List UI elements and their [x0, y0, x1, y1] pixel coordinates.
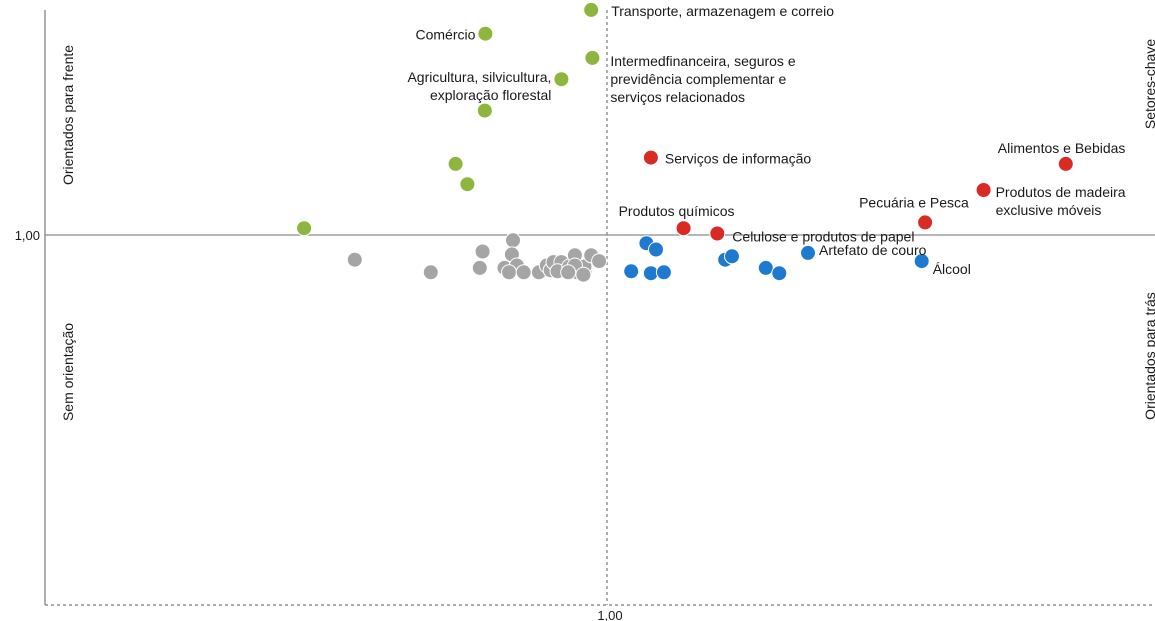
- point-label-line: serviços relacionados: [610, 89, 745, 105]
- point-label-line: Transporte, armazenagem e correio: [611, 3, 834, 19]
- point-label-line: previdência complementar e: [610, 71, 786, 87]
- gray-data-point: [471, 259, 488, 276]
- blue-data-point: [771, 265, 788, 282]
- green-data-point: [477, 25, 494, 42]
- blue-data-point: [623, 263, 640, 280]
- point-label-line: Alimentos e Bebidas: [998, 140, 1126, 156]
- quadrant-label-bottom-right: Orientados para trás: [1142, 292, 1155, 420]
- point-label-line: Produtos químicos: [619, 203, 735, 219]
- red-data-point: [1057, 155, 1074, 172]
- red-data-point: [642, 149, 659, 166]
- green-data-point: [584, 49, 601, 66]
- gray-data-point: [560, 264, 577, 281]
- gray-data-point: [422, 264, 439, 281]
- gray-data-point: [501, 264, 517, 281]
- point-label-line: Artefato de couro: [819, 242, 927, 258]
- point-label-line: exclusive móveis: [996, 202, 1102, 218]
- green-data-point: [447, 155, 464, 172]
- point-label-line: Celulose e produtos de papel: [732, 229, 914, 245]
- point-label-line: exploração florestal: [430, 87, 551, 103]
- blue-data-point: [655, 264, 672, 281]
- gray-data-point: [575, 266, 592, 283]
- scatter-points-group: [296, 1, 1074, 283]
- point-label-line: Pecuária e Pesca: [859, 194, 969, 210]
- red-data-point: [709, 225, 726, 242]
- point-label-line: Produtos de madeira: [996, 184, 1126, 200]
- green-data-point: [583, 1, 600, 18]
- point-label: Intermedfinanceira, seguros e previdência…: [610, 53, 795, 105]
- point-label-line: Serviços de informação: [665, 151, 812, 167]
- point-label: Pecuária e Pesca: [859, 194, 969, 210]
- red-data-point: [975, 182, 992, 198]
- x-tick-label: 1,00: [597, 608, 622, 621]
- green-data-point: [459, 176, 476, 193]
- quadrant-label-top-left: Orientados para frente: [60, 45, 76, 185]
- point-label-line: Agricultura, silvicultura,: [407, 69, 551, 85]
- blue-data-point: [757, 259, 774, 276]
- blue-data-point: [648, 241, 664, 258]
- point-label: Agricultura, silvicultura, exploração flo…: [407, 69, 551, 103]
- axes-group: [44, 10, 1155, 606]
- point-label: Serviços de informação: [665, 151, 812, 167]
- point-label: Produtos de madeira exclusive móveis: [996, 184, 1126, 218]
- point-label-line: Intermedfinanceira, seguros e: [610, 53, 795, 69]
- point-label: Transporte, armazenagem e correio: [611, 3, 834, 19]
- red-data-point: [675, 220, 692, 237]
- point-label: Produtos químicos: [619, 203, 735, 219]
- blue-data-point: [913, 253, 930, 270]
- point-labels-group: Transporte, armazenagem e correio Interme…: [407, 3, 1125, 277]
- green-data-point: [476, 102, 493, 119]
- gray-data-point: [346, 251, 363, 268]
- quadrant-label-bottom-left: Sem orientação: [60, 323, 76, 421]
- gray-data-point: [474, 243, 491, 260]
- gray-data-point: [591, 253, 608, 270]
- point-label: Artefato de couro: [819, 242, 927, 258]
- point-label: Celulose e produtos de papel: [732, 229, 914, 245]
- red-data-point: [917, 214, 934, 231]
- point-label-line: Comércio: [415, 27, 475, 43]
- green-data-point: [553, 71, 570, 88]
- gray-data-point: [515, 264, 532, 281]
- gray-data-point: [505, 232, 521, 249]
- point-label-line: Álcool: [933, 261, 971, 277]
- point-label: Álcool: [933, 261, 971, 277]
- blue-data-point: [800, 244, 816, 261]
- blue-data-point: [724, 248, 740, 265]
- quadrant-label-top-right: Setores-chave: [1142, 39, 1155, 129]
- y-tick-label: 1,00: [15, 228, 40, 243]
- green-data-point: [296, 220, 313, 237]
- point-label: Comércio: [415, 27, 475, 43]
- point-label: Alimentos e Bebidas: [998, 140, 1126, 156]
